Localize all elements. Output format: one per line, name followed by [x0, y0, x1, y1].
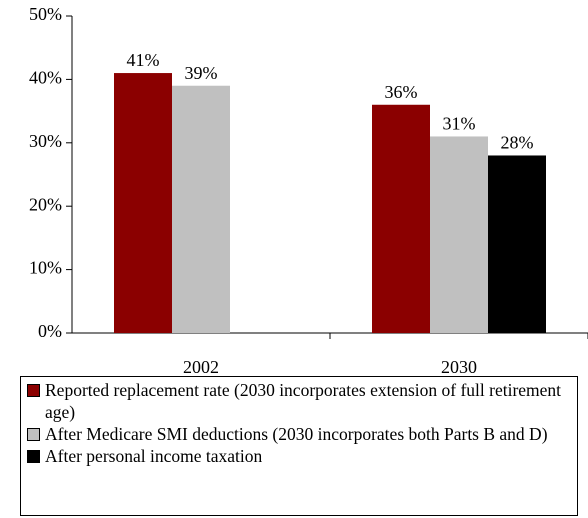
bar [172, 85, 230, 334]
legend-swatch [27, 384, 40, 397]
value-label: 31% [443, 114, 476, 134]
legend-swatch [27, 450, 40, 463]
legend-entry: Reported replacement rate (2030 incorpor… [27, 379, 571, 423]
value-label: 39% [185, 63, 218, 83]
y-tick-label: 10% [29, 258, 62, 278]
x-tick-label: 2030 [441, 357, 477, 377]
legend-entry: After personal income taxation [27, 445, 571, 467]
bar [488, 155, 546, 333]
legend-label: Reported replacement rate (2030 incorpor… [45, 380, 562, 422]
y-tick-label: 50% [29, 4, 62, 24]
legend-label: After personal income taxation [45, 446, 263, 466]
bar [430, 136, 488, 333]
legend-label: After Medicare SMI deductions (2030 inco… [45, 424, 548, 444]
y-tick-label: 30% [29, 131, 62, 151]
value-label: 28% [501, 133, 534, 153]
legend: Reported replacement rate (2030 incorpor… [20, 376, 578, 516]
legend-swatch [27, 428, 40, 441]
y-tick-label: 0% [38, 321, 62, 341]
bar [372, 104, 430, 333]
bar [114, 73, 172, 333]
value-label: 41% [127, 50, 160, 70]
y-tick-label: 20% [29, 194, 62, 214]
x-tick-label: 2002 [183, 357, 219, 377]
y-tick-label: 40% [29, 68, 62, 88]
legend-entry: After Medicare SMI deductions (2030 inco… [27, 423, 571, 445]
value-label: 36% [385, 82, 418, 102]
